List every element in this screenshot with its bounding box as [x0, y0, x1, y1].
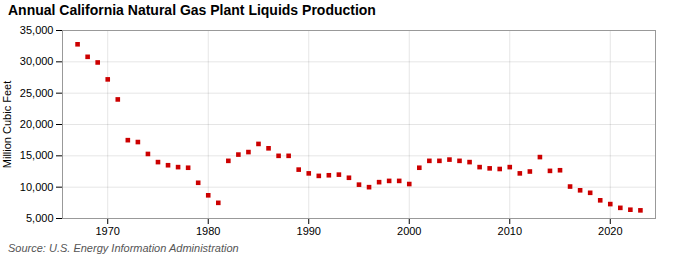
svg-text:2010: 2010 [498, 225, 522, 237]
svg-text:20,000: 20,000 [20, 118, 54, 130]
svg-text:1980: 1980 [196, 225, 220, 237]
svg-text:Million Cubic Feet: Million Cubic Feet [1, 81, 13, 168]
svg-text:35,000: 35,000 [20, 24, 54, 36]
svg-text:25,000: 25,000 [20, 87, 54, 99]
svg-text:1970: 1970 [95, 225, 119, 237]
svg-text:30,000: 30,000 [20, 55, 54, 67]
svg-text:1990: 1990 [297, 225, 321, 237]
svg-text:2000: 2000 [397, 225, 421, 237]
svg-text:15,000: 15,000 [20, 149, 54, 161]
svg-text:5,000: 5,000 [26, 212, 54, 224]
svg-text:2020: 2020 [598, 225, 622, 237]
svg-text:10,000: 10,000 [20, 181, 54, 193]
html-text:Annual California Natural Gas: Annual California Natural Gas Plant Liqu… [8, 2, 376, 18]
html-text:Source: U.S. Energy Informatio: Source: U.S. Energy Information Administ… [8, 242, 239, 254]
